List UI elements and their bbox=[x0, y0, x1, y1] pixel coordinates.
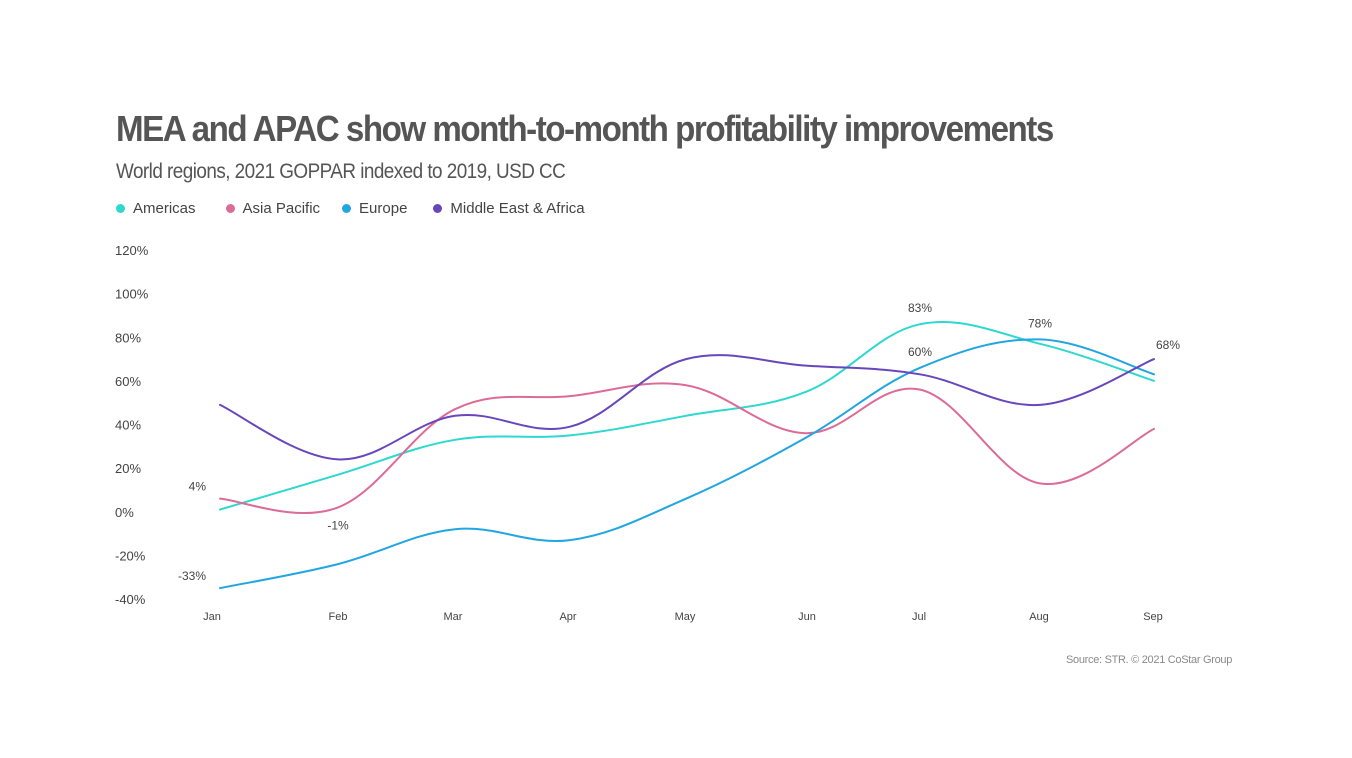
y-tick-label: 100% bbox=[115, 287, 149, 302]
x-tick-label: Apr bbox=[559, 611, 576, 623]
legend-item-1: Asia Pacific bbox=[225, 200, 321, 217]
legend-item-2: Europe bbox=[342, 200, 407, 217]
legend-label: Europe bbox=[359, 200, 408, 217]
data-label: 68% bbox=[1156, 338, 1180, 352]
x-tick-label: Sep bbox=[1143, 611, 1163, 623]
data-label: 78% bbox=[1028, 316, 1052, 330]
x-tick-label: Jul bbox=[912, 611, 926, 623]
data-label: -33% bbox=[178, 569, 206, 583]
legend-label: Middle East & Africa bbox=[450, 200, 585, 217]
annotations: 4% -1% -33% 83% 60% 78% 68% bbox=[178, 301, 1180, 583]
legend-marker bbox=[225, 204, 235, 213]
y-tick-label: 60% bbox=[115, 374, 141, 389]
data-label: 83% bbox=[908, 301, 932, 315]
source-note: Source: STR. © 2021 CoStar Group bbox=[1066, 654, 1233, 666]
legend-marker bbox=[342, 204, 352, 213]
chart-legend: Americas Asia Pacific Europe Middle East & … bbox=[116, 200, 585, 217]
x-axis: Jan Feb Mar Apr May Jun Jul Aug Sep bbox=[203, 611, 1163, 623]
legend-item-0: Americas bbox=[116, 200, 196, 217]
data-label: 60% bbox=[908, 345, 932, 359]
y-tick-label: 20% bbox=[115, 461, 141, 476]
legend-label: Americas bbox=[133, 200, 196, 217]
series-line-americas bbox=[219, 320, 1155, 511]
y-tick-label: 80% bbox=[115, 330, 141, 345]
series-line-middle-east-africa bbox=[219, 354, 1155, 461]
data-label: -1% bbox=[327, 518, 349, 532]
x-tick-label: Aug bbox=[1029, 611, 1049, 623]
legend-label: Asia Pacific bbox=[242, 200, 321, 217]
chart-subtitle: World regions, 2021 GOPPAR indexed to 20… bbox=[116, 160, 566, 183]
y-tick-label: 0% bbox=[115, 505, 134, 520]
y-tick-label: -20% bbox=[115, 548, 146, 563]
y-axis: -40% -20% 0% 20% 40% 60% 80% 100% 120% bbox=[115, 243, 149, 607]
legend-item-3: Middle East & Africa bbox=[433, 200, 585, 217]
x-tick-label: Jun bbox=[798, 611, 816, 623]
chart-title: MEA and APAC show month-to-month profita… bbox=[116, 108, 1054, 149]
series-lines bbox=[219, 320, 1155, 590]
x-tick-label: Jan bbox=[203, 611, 221, 623]
y-tick-label: 120% bbox=[115, 243, 149, 258]
data-label: 4% bbox=[189, 480, 207, 494]
x-tick-label: Mar bbox=[444, 611, 463, 623]
legend-marker bbox=[116, 204, 125, 213]
y-tick-label: -40% bbox=[115, 592, 146, 607]
legend-marker bbox=[433, 204, 443, 213]
x-tick-label: Feb bbox=[329, 611, 348, 623]
x-tick-label: May bbox=[675, 611, 696, 623]
series-line-asia-pacific bbox=[219, 382, 1155, 515]
y-tick-label: 40% bbox=[115, 418, 141, 433]
series-line-europe bbox=[219, 338, 1155, 590]
